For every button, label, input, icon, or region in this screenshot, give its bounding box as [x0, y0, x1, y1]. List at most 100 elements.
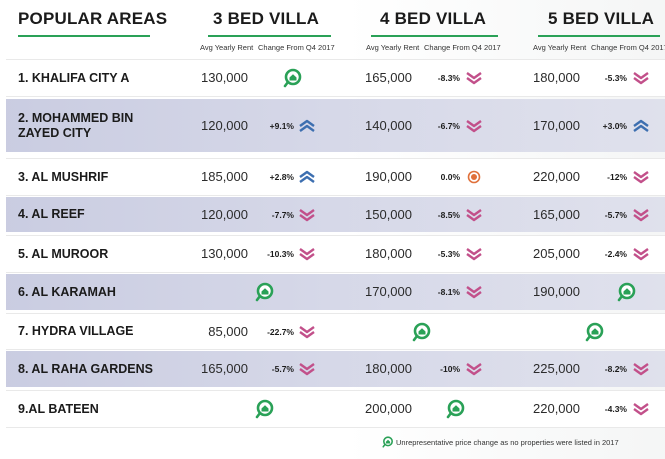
- avg-yearly-rent-b3: 130,000: [201, 70, 248, 85]
- header-underline: [371, 35, 498, 37]
- avg-yearly-rent-b5: 220,000: [533, 401, 580, 416]
- target-dot-icon: [467, 170, 481, 184]
- subheader-rent-4bed: Avg Yearly Rent: [366, 43, 420, 52]
- area-name: 5. AL MUROOR: [18, 247, 109, 261]
- header-5-bed-villa: 5 BED VILLA: [548, 9, 655, 28]
- change-value-b3: -22.7%: [267, 327, 294, 337]
- chevron-down-icon: [633, 363, 649, 376]
- chevron-down-icon: [466, 72, 482, 85]
- home-pin-icon: [617, 282, 636, 302]
- avg-yearly-rent-b3: 120,000: [201, 118, 248, 133]
- chevron-down-icon: [299, 326, 315, 339]
- area-name: 1. KHALIFA CITY A: [18, 71, 130, 85]
- change-value-b4: -8.3%: [437, 73, 460, 83]
- home-pin-icon: [382, 436, 393, 448]
- avg-yearly-rent-b5: 225,000: [533, 361, 580, 376]
- chevron-down-icon: [299, 363, 315, 376]
- footnote-text: Unrepresentative price change as no prop…: [396, 438, 619, 447]
- table-row: 4. AL REEF 120,000 -7.7% 150,000 -8.5% 165,00…: [6, 197, 665, 232]
- change-value-b3: -10.3%: [267, 249, 294, 259]
- area-name: 8. AL RAHA GARDENS: [18, 362, 153, 376]
- header-popular-areas: POPULAR AREAS: [18, 9, 168, 28]
- header-4-bed-villa: 4 BED VILLA: [380, 9, 487, 28]
- chevron-down-icon: [466, 120, 482, 133]
- change-value-b5: -2.4%: [604, 249, 627, 259]
- header-underline: [538, 35, 660, 37]
- chevron-up-icon: [299, 119, 315, 132]
- chevron-down-icon: [466, 363, 482, 376]
- avg-yearly-rent-b4: 165,000: [365, 70, 412, 85]
- table-row: 7. HYDRA VILLAGE 85,000 -22.7%: [6, 313, 665, 350]
- chevron-down-icon: [466, 209, 482, 222]
- avg-yearly-rent-b4: 150,000: [365, 207, 412, 222]
- home-pin-icon: [283, 68, 302, 88]
- chevron-up-icon: [633, 119, 649, 132]
- table-row: 3. AL MUSHRIF 185,000 +2.8% 190,000 0.0% 220,…: [6, 158, 665, 196]
- header-underline: [208, 35, 331, 37]
- chevron-down-icon: [466, 286, 482, 299]
- change-value-b3: -5.7%: [271, 364, 294, 374]
- subheader-change-3bed: Change From Q4 2017: [258, 43, 335, 52]
- table-row: 8. AL RAHA GARDENS 165,000 -5.7% 180,000 -10…: [6, 351, 665, 387]
- home-pin-icon: [412, 322, 431, 342]
- chevron-down-icon: [633, 72, 649, 85]
- avg-yearly-rent-b5: 170,000: [533, 118, 580, 133]
- change-value-b3: +9.1%: [269, 121, 294, 131]
- header-3-bed-villa: 3 BED VILLA: [213, 9, 320, 28]
- change-value-b3: -7.7%: [271, 210, 294, 220]
- change-value-b4: -8.5%: [437, 210, 460, 220]
- avg-yearly-rent-b4: 200,000: [365, 401, 412, 416]
- area-name: 9.AL BATEEN: [18, 402, 99, 416]
- subheader-change-4bed: Change From Q4 2017: [424, 43, 501, 52]
- avg-yearly-rent-b3: 165,000: [201, 361, 248, 376]
- avg-yearly-rent-b3: 85,000: [208, 324, 248, 339]
- table-row: 9.AL BATEEN 200,000 220,000 -4.3%: [6, 390, 665, 428]
- home-pin-icon: [585, 322, 604, 342]
- chevron-down-icon: [633, 403, 649, 416]
- chevron-down-icon: [466, 248, 482, 261]
- table-row: 5. AL MUROOR 130,000 -10.3% 180,000 -5.3% 205…: [6, 235, 665, 273]
- change-value-b4: 0.0%: [440, 172, 460, 182]
- chevron-down-icon: [633, 209, 649, 222]
- header-underline: [18, 35, 150, 37]
- avg-yearly-rent-b5: 165,000: [533, 207, 580, 222]
- area-name: 3. AL MUSHRIF: [18, 170, 109, 184]
- chevron-up-icon: [299, 170, 315, 183]
- avg-yearly-rent-b5: 205,000: [533, 246, 580, 261]
- avg-yearly-rent-b4: 180,000: [365, 361, 412, 376]
- chevron-down-icon: [299, 209, 315, 222]
- avg-yearly-rent-b4: 190,000: [365, 169, 412, 184]
- change-value-b5: -12%: [607, 172, 627, 182]
- table-row: 1. KHALIFA CITY A 130,000 165,000 -8.3% 180,…: [6, 59, 665, 97]
- avg-yearly-rent-b4: 140,000: [365, 118, 412, 133]
- area-name: 4. AL REEF: [18, 207, 85, 221]
- area-name: 6. AL KARAMAH: [18, 285, 116, 299]
- home-pin-icon: [446, 399, 465, 419]
- change-value-b5: +3.0%: [602, 121, 627, 131]
- area-name: 7. HYDRA VILLAGE: [18, 324, 134, 338]
- subheader-change-5bed: Change From Q4 2017: [591, 43, 665, 52]
- chevron-down-icon: [633, 248, 649, 261]
- avg-yearly-rent-b3: 120,000: [201, 207, 248, 222]
- change-value-b5: -5.7%: [604, 210, 627, 220]
- chevron-down-icon: [299, 248, 315, 261]
- subheader-rent-5bed: Avg Yearly Rent: [533, 43, 587, 52]
- change-value-b5: -5.3%: [604, 73, 627, 83]
- avg-yearly-rent-b3: 185,000: [201, 169, 248, 184]
- change-value-b4: -8.1%: [437, 287, 460, 297]
- table-row: 2. MOHAMMED BIN ZAYED CITY 120,000 +9.1% 14…: [6, 99, 665, 152]
- change-value-b4: -10%: [440, 364, 460, 374]
- change-value-b5: -8.2%: [604, 364, 627, 374]
- avg-yearly-rent-b4: 180,000: [365, 246, 412, 261]
- change-value-b3: +2.8%: [269, 172, 294, 182]
- avg-yearly-rent-b4: 170,000: [365, 284, 412, 299]
- change-value-b5: -4.3%: [604, 404, 627, 414]
- subheader-rent-3bed: Avg Yearly Rent: [200, 43, 254, 52]
- home-pin-icon: [255, 282, 274, 302]
- area-name: 2. MOHAMMED BIN ZAYED CITY: [18, 111, 134, 140]
- change-value-b4: -5.3%: [437, 249, 460, 259]
- avg-yearly-rent-b5: 220,000: [533, 169, 580, 184]
- table-row: 6. AL KARAMAH 170,000 -8.1% 190,000: [6, 274, 665, 310]
- chevron-down-icon: [633, 171, 649, 184]
- avg-yearly-rent-b5: 190,000: [533, 284, 580, 299]
